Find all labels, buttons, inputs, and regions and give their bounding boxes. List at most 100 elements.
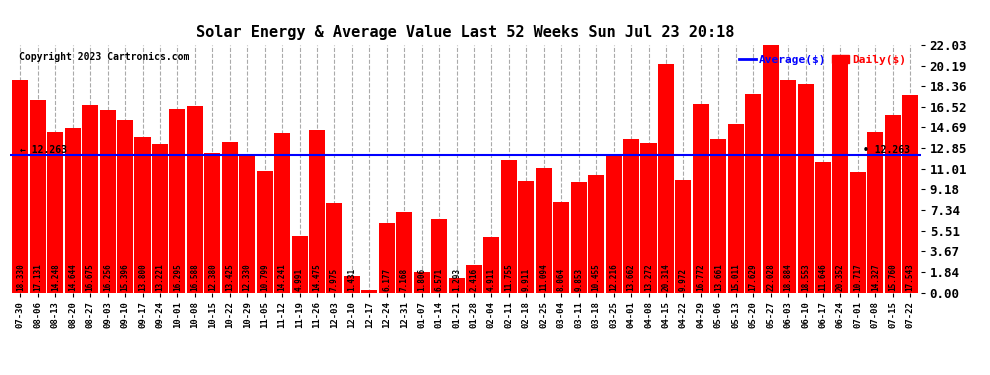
Text: 12.380: 12.380 bbox=[208, 263, 217, 291]
Bar bbox=[151, 144, 168, 292]
Bar bbox=[849, 172, 866, 292]
Text: 20.314: 20.314 bbox=[661, 263, 670, 291]
Text: 16.588: 16.588 bbox=[190, 263, 199, 291]
Bar bbox=[240, 154, 255, 292]
Text: 2.416: 2.416 bbox=[469, 268, 478, 291]
Bar bbox=[187, 106, 203, 292]
Bar bbox=[64, 128, 81, 292]
Bar bbox=[762, 45, 779, 292]
Text: 7.168: 7.168 bbox=[400, 268, 409, 291]
Bar bbox=[117, 120, 133, 292]
Text: 10.799: 10.799 bbox=[260, 263, 269, 291]
Text: 1.431: 1.431 bbox=[347, 268, 356, 291]
Text: 18.330: 18.330 bbox=[16, 263, 25, 291]
Text: • 12.263: • 12.263 bbox=[863, 145, 910, 155]
Text: 4.991: 4.991 bbox=[295, 268, 304, 291]
Text: 13.272: 13.272 bbox=[644, 263, 653, 291]
Text: 8.064: 8.064 bbox=[556, 268, 565, 291]
Bar bbox=[135, 138, 150, 292]
Text: 18.884: 18.884 bbox=[784, 263, 793, 291]
Text: 13.425: 13.425 bbox=[226, 263, 235, 291]
Bar bbox=[675, 180, 691, 292]
Bar bbox=[30, 100, 46, 292]
Text: ← 12.263: ← 12.263 bbox=[21, 145, 67, 155]
Text: 11.094: 11.094 bbox=[540, 263, 548, 291]
Bar bbox=[483, 237, 500, 292]
Bar bbox=[710, 139, 727, 292]
Bar bbox=[588, 175, 604, 292]
Bar bbox=[867, 132, 883, 292]
Text: 14.644: 14.644 bbox=[68, 263, 77, 291]
Bar bbox=[291, 236, 308, 292]
Bar bbox=[448, 278, 464, 292]
Text: 12.216: 12.216 bbox=[609, 263, 618, 291]
Bar bbox=[501, 160, 517, 292]
Text: 15.760: 15.760 bbox=[888, 263, 897, 291]
Text: 4.911: 4.911 bbox=[487, 268, 496, 291]
Bar bbox=[658, 64, 674, 292]
Legend: Average($), Daily($): Average($), Daily($) bbox=[735, 51, 911, 69]
Text: 13.661: 13.661 bbox=[714, 263, 723, 291]
Bar bbox=[222, 142, 238, 292]
Text: 9.972: 9.972 bbox=[679, 268, 688, 291]
Bar bbox=[902, 95, 919, 292]
Text: 17.131: 17.131 bbox=[34, 263, 43, 291]
Bar bbox=[466, 266, 482, 292]
Text: 6.177: 6.177 bbox=[382, 268, 391, 291]
Text: 16.675: 16.675 bbox=[86, 263, 95, 291]
Bar bbox=[885, 116, 901, 292]
Text: 13.800: 13.800 bbox=[138, 263, 147, 291]
Bar bbox=[431, 219, 447, 292]
Bar bbox=[728, 124, 743, 292]
Bar bbox=[274, 132, 290, 292]
Text: 12.330: 12.330 bbox=[243, 263, 251, 291]
Bar bbox=[256, 171, 272, 292]
Bar bbox=[623, 139, 640, 292]
Bar bbox=[570, 182, 587, 292]
Bar bbox=[414, 272, 430, 292]
Bar bbox=[519, 181, 535, 292]
Text: 13.221: 13.221 bbox=[155, 263, 164, 291]
Bar bbox=[204, 153, 221, 292]
Text: 22.028: 22.028 bbox=[766, 263, 775, 291]
Text: 11.646: 11.646 bbox=[819, 263, 828, 291]
Text: 20.352: 20.352 bbox=[836, 263, 844, 291]
Text: 18.553: 18.553 bbox=[801, 263, 810, 291]
Text: 7.975: 7.975 bbox=[330, 268, 339, 291]
Text: 16.256: 16.256 bbox=[103, 263, 112, 291]
Text: 9.911: 9.911 bbox=[522, 268, 531, 291]
Text: 14.327: 14.327 bbox=[871, 263, 880, 291]
Bar bbox=[344, 276, 360, 292]
Bar bbox=[833, 64, 848, 292]
Text: 6.571: 6.571 bbox=[435, 268, 444, 291]
Bar bbox=[48, 132, 63, 292]
Text: 9.853: 9.853 bbox=[574, 268, 583, 291]
Text: 14.241: 14.241 bbox=[277, 263, 286, 291]
Text: Copyright 2023 Cartronics.com: Copyright 2023 Cartronics.com bbox=[19, 53, 189, 63]
Text: 14.248: 14.248 bbox=[50, 263, 59, 291]
Bar bbox=[745, 94, 761, 292]
Bar bbox=[693, 104, 709, 292]
Bar bbox=[327, 203, 343, 292]
Text: 16.772: 16.772 bbox=[696, 263, 705, 291]
Text: 10.455: 10.455 bbox=[592, 263, 601, 291]
Bar bbox=[815, 162, 831, 292]
Text: 17.629: 17.629 bbox=[748, 263, 757, 291]
Text: 13.662: 13.662 bbox=[627, 263, 636, 291]
Bar bbox=[379, 223, 395, 292]
Text: 15.396: 15.396 bbox=[121, 263, 130, 291]
Text: 15.011: 15.011 bbox=[732, 263, 741, 291]
Bar bbox=[309, 130, 325, 292]
Text: 16.295: 16.295 bbox=[173, 263, 182, 291]
Bar bbox=[82, 105, 98, 292]
Bar bbox=[536, 168, 551, 292]
Bar bbox=[361, 290, 377, 292]
Bar bbox=[780, 80, 796, 292]
Text: 14.475: 14.475 bbox=[313, 263, 322, 291]
Text: 10.717: 10.717 bbox=[853, 263, 862, 291]
Text: 17.543: 17.543 bbox=[906, 263, 915, 291]
Bar bbox=[553, 202, 569, 292]
Bar bbox=[12, 80, 29, 292]
Text: 11.755: 11.755 bbox=[505, 263, 514, 291]
Bar bbox=[169, 110, 185, 292]
